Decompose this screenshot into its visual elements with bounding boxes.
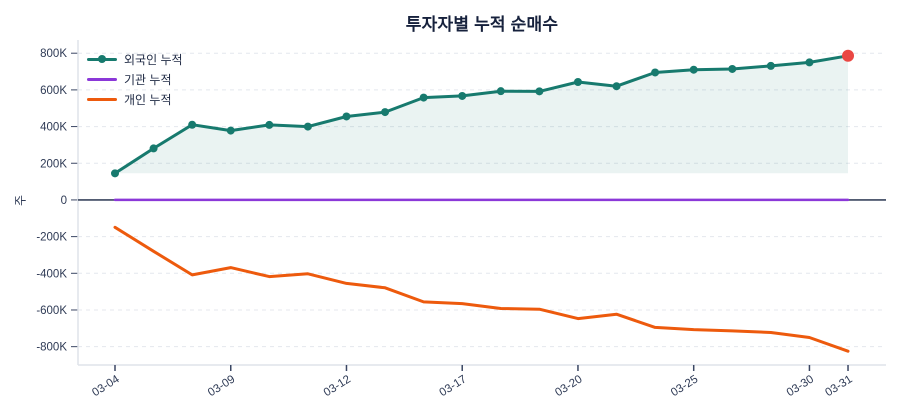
y-tick-label: 200K — [40, 158, 67, 170]
legend-label-institution: 기관 누적 — [124, 72, 172, 87]
institution-line-sample-icon — [87, 74, 117, 84]
foreign-data-point[interactable] — [149, 144, 158, 153]
individual-line-sample-icon — [87, 94, 117, 104]
x-tick-label: 03-04 — [90, 373, 122, 399]
x-tick-label: 03-17 — [437, 373, 468, 399]
foreign-data-point[interactable] — [805, 58, 814, 67]
foreign-data-point[interactable] — [458, 91, 467, 100]
individual-cumulative-line[interactable] — [113, 225, 850, 353]
y-tick-label: -400K — [36, 268, 67, 280]
legend-item-individual-cumulative[interactable]: 개인 누적 — [87, 89, 183, 109]
legend: 외국인 누적 기관 누적 개인 누적 — [87, 49, 183, 109]
foreign-data-point[interactable] — [766, 61, 775, 70]
foreign-data-point[interactable] — [419, 93, 428, 102]
foreign-data-point[interactable] — [573, 78, 582, 87]
foreign-data-point[interactable] — [188, 120, 197, 129]
x-tick-label: 03-31 — [823, 373, 854, 399]
legend-item-foreign-cumulative[interactable]: 외국인 누적 — [87, 49, 183, 69]
y-tick-label: -200K — [36, 232, 67, 244]
foreign-area-fill — [115, 55, 848, 174]
foreign-data-point[interactable] — [381, 108, 390, 117]
x-tick-label: 03-20 — [553, 373, 584, 399]
y-tick-label: 0 — [61, 195, 67, 207]
foreign-data-point[interactable] — [612, 82, 621, 91]
foreign-data-point[interactable] — [651, 68, 660, 77]
x-tick-label: 03-12 — [322, 373, 353, 399]
x-tick-label: 03-09 — [206, 373, 237, 399]
foreign-line-sample-icon — [87, 54, 117, 64]
y-tick-label: -800K — [36, 342, 67, 354]
foreign-data-point[interactable] — [226, 126, 235, 135]
legend-label-individual: 개인 누적 — [124, 92, 172, 107]
x-tick-label: 03-30 — [785, 373, 816, 399]
foreign-data-point[interactable] — [496, 87, 505, 96]
y-tick-label: 600K — [40, 85, 67, 97]
foreign-data-point[interactable] — [303, 122, 312, 131]
x-tick-label: 03-25 — [669, 373, 700, 399]
foreign-data-point[interactable] — [535, 87, 544, 96]
legend-label-foreign: 외국인 누적 — [124, 52, 183, 67]
last-point-highlight-marker[interactable] — [842, 49, 855, 62]
y-tick-label: -600K — [36, 305, 67, 317]
legend-item-institution-cumulative[interactable]: 기관 누적 — [87, 69, 183, 89]
y-tick-label: 800K — [40, 48, 67, 60]
foreign-data-point[interactable] — [111, 169, 119, 178]
foreign-data-point[interactable] — [265, 120, 274, 129]
foreign-data-point[interactable] — [689, 65, 698, 74]
chart-title: 투자자별 누적 순매수 — [405, 15, 559, 34]
foreign-data-point[interactable] — [342, 112, 351, 121]
y-tick-label: 400K — [40, 122, 67, 134]
foreign-data-point[interactable] — [728, 64, 737, 73]
foreign-cumulative-line[interactable] — [113, 54, 850, 175]
